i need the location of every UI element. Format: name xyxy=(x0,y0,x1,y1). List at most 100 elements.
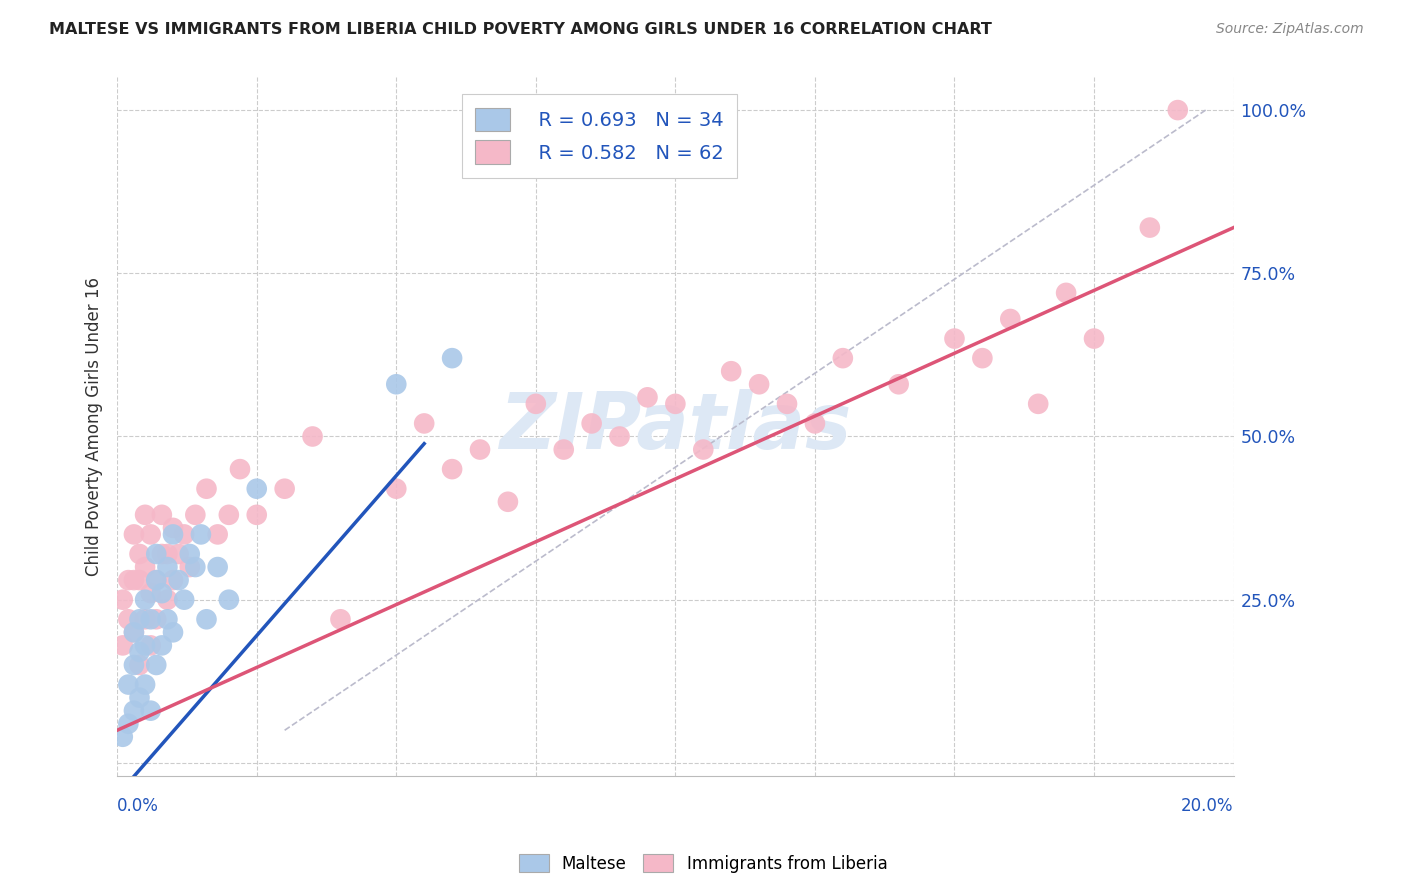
Point xyxy=(1083,332,1105,346)
Point xyxy=(128,645,150,659)
Point xyxy=(139,639,162,653)
Point xyxy=(128,690,150,705)
Point xyxy=(156,547,179,561)
Point xyxy=(229,462,252,476)
Point xyxy=(184,508,207,522)
Y-axis label: Child Poverty Among Girls Under 16: Child Poverty Among Girls Under 16 xyxy=(86,277,103,576)
Point xyxy=(184,560,207,574)
Text: 0.0%: 0.0% xyxy=(117,797,159,815)
Point xyxy=(145,547,167,561)
Point xyxy=(385,377,408,392)
Point xyxy=(301,429,323,443)
Point xyxy=(207,527,229,541)
Point xyxy=(162,573,184,587)
Point xyxy=(122,704,145,718)
Point xyxy=(887,377,910,392)
Point xyxy=(1167,103,1189,117)
Point xyxy=(1026,397,1049,411)
Text: Source: ZipAtlas.com: Source: ZipAtlas.com xyxy=(1216,22,1364,37)
Point xyxy=(831,351,853,366)
Point xyxy=(156,560,179,574)
Point xyxy=(246,482,269,496)
Point xyxy=(207,560,229,574)
Point xyxy=(385,482,408,496)
Point xyxy=(134,677,156,691)
Point xyxy=(173,527,195,541)
Point xyxy=(145,612,167,626)
Point xyxy=(218,592,240,607)
Point xyxy=(496,495,519,509)
Point xyxy=(179,560,201,574)
Point xyxy=(122,527,145,541)
Point xyxy=(128,657,150,672)
Point xyxy=(117,716,139,731)
Point xyxy=(173,592,195,607)
Point xyxy=(524,397,547,411)
Point xyxy=(179,547,201,561)
Point xyxy=(413,417,436,431)
Point xyxy=(117,612,139,626)
Point xyxy=(128,547,150,561)
Text: MALTESE VS IMMIGRANTS FROM LIBERIA CHILD POVERTY AMONG GIRLS UNDER 16 CORRELATIO: MALTESE VS IMMIGRANTS FROM LIBERIA CHILD… xyxy=(49,22,993,37)
Point xyxy=(441,351,464,366)
Point xyxy=(162,625,184,640)
Point xyxy=(692,442,714,457)
Point xyxy=(117,677,139,691)
Point xyxy=(150,639,173,653)
Point xyxy=(128,612,150,626)
Point xyxy=(720,364,742,378)
Point xyxy=(111,592,134,607)
Point xyxy=(664,397,686,411)
Point xyxy=(637,390,659,404)
Text: ZIPatlas: ZIPatlas xyxy=(499,389,852,465)
Point xyxy=(195,612,218,626)
Point xyxy=(609,429,631,443)
Point xyxy=(190,527,212,541)
Point xyxy=(1000,312,1022,326)
Point xyxy=(128,573,150,587)
Point xyxy=(139,527,162,541)
Point xyxy=(943,332,966,346)
Point xyxy=(139,586,162,600)
Point xyxy=(162,521,184,535)
Point xyxy=(804,417,827,431)
Point xyxy=(134,612,156,626)
Point xyxy=(145,573,167,587)
Point xyxy=(195,482,218,496)
Point xyxy=(150,508,173,522)
Point xyxy=(122,657,145,672)
Point xyxy=(122,625,145,640)
Point xyxy=(167,573,190,587)
Point xyxy=(134,639,156,653)
Point xyxy=(156,612,179,626)
Point xyxy=(134,560,156,574)
Point xyxy=(246,508,269,522)
Point xyxy=(111,730,134,744)
Point xyxy=(468,442,491,457)
Legend: Maltese, Immigrants from Liberia: Maltese, Immigrants from Liberia xyxy=(512,847,894,880)
Legend:   R = 0.693   N = 34,   R = 0.582   N = 62: R = 0.693 N = 34, R = 0.582 N = 62 xyxy=(461,95,737,178)
Point xyxy=(218,508,240,522)
Point xyxy=(167,547,190,561)
Point xyxy=(139,704,162,718)
Point xyxy=(145,657,167,672)
Point xyxy=(776,397,799,411)
Point xyxy=(581,417,603,431)
Point xyxy=(134,508,156,522)
Point xyxy=(150,547,173,561)
Point xyxy=(134,592,156,607)
Point xyxy=(273,482,295,496)
Point xyxy=(122,573,145,587)
Text: 20.0%: 20.0% xyxy=(1181,797,1233,815)
Point xyxy=(553,442,575,457)
Point xyxy=(329,612,352,626)
Point xyxy=(111,639,134,653)
Point xyxy=(150,586,173,600)
Point xyxy=(441,462,464,476)
Point xyxy=(122,625,145,640)
Point xyxy=(156,592,179,607)
Point xyxy=(117,573,139,587)
Point xyxy=(139,612,162,626)
Point xyxy=(162,527,184,541)
Point xyxy=(1054,285,1077,300)
